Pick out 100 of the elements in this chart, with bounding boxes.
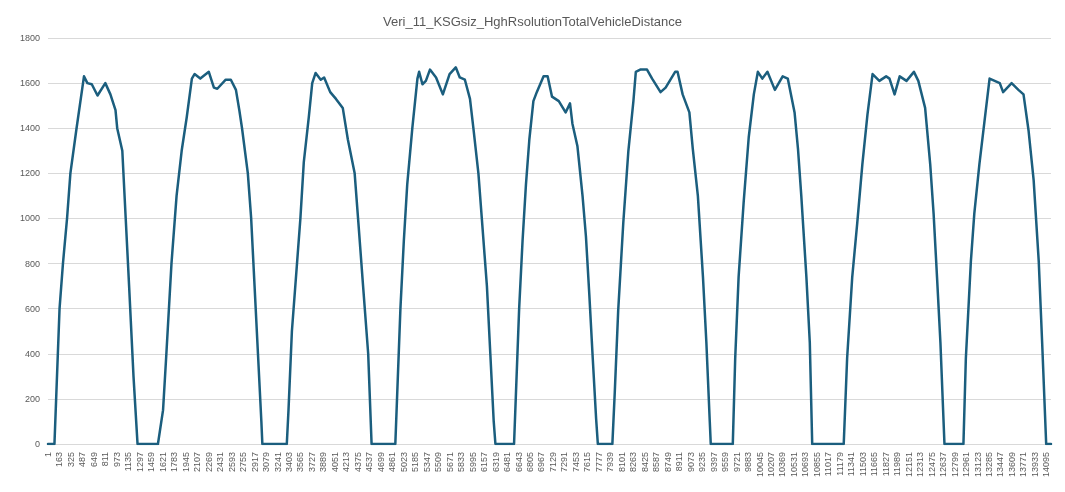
x-tick-label: 1297 (134, 452, 145, 473)
y-tick-label: 1400 (19, 123, 40, 134)
x-tick-label: 10693 (800, 452, 811, 478)
x-tick-label: 9397 (708, 452, 719, 473)
x-tick-label: 11503 (857, 452, 868, 477)
x-tick-label: 4861 (387, 452, 398, 473)
x-tick-label: 7615 (582, 452, 593, 473)
x-tick-label: 11017 (823, 452, 834, 477)
x-tick-label: 9721 (731, 452, 742, 473)
x-tick-label: 8101 (616, 452, 627, 473)
x-tick-label: 11665 (869, 452, 880, 477)
x-tick-label: 13285 (984, 452, 995, 478)
x-tick-label: 13609 (1006, 452, 1017, 478)
x-tick-label: 2593 (226, 452, 237, 473)
y-tick-label: 0 (34, 439, 40, 449)
x-tick-label: 6643 (513, 452, 524, 473)
x-tick-label: 8911 (674, 452, 685, 472)
x-tick-label: 3727 (306, 452, 317, 473)
x-tick-label: 7777 (593, 452, 604, 473)
x-tick-label: 12961 (961, 452, 972, 478)
x-tick-label: 13123 (972, 452, 983, 478)
x-tick-label: 1945 (180, 452, 191, 473)
x-tick-label: 11989 (892, 452, 903, 477)
x-tick-label: 1459 (146, 452, 157, 473)
y-tick-label: 600 (24, 303, 40, 314)
x-tick-label: 2269 (203, 452, 214, 473)
x-tick-label: 5347 (421, 452, 432, 473)
x-tick-label: 12313 (915, 452, 926, 478)
x-tick-label: 5833 (456, 452, 467, 473)
x-tick-label: 7129 (547, 452, 558, 473)
x-tick-label: 10045 (754, 452, 765, 478)
x-tick-label: 1783 (169, 452, 180, 473)
x-tick-label: 2755 (238, 452, 249, 473)
x-tick-label: 4213 (341, 452, 352, 473)
x-tick-label: 8263 (628, 452, 639, 473)
y-tick-label: 1000 (19, 213, 40, 224)
x-tick-label: 4537 (364, 452, 375, 473)
x-tick-label: 6319 (490, 452, 501, 473)
y-tick-label: 1800 (19, 33, 40, 43)
x-tick-label: 4051 (329, 452, 340, 473)
x-tick-label: 8749 (662, 452, 673, 473)
x-tick-label: 13933 (1029, 452, 1040, 478)
x-tick-label: 14095 (1041, 452, 1052, 478)
x-tick-label: 4375 (352, 452, 363, 473)
x-tick-label: 7453 (570, 452, 581, 473)
x-tick-label: 163 (54, 452, 65, 468)
x-tick-label: 3889 (318, 452, 329, 473)
x-tick-label: 5185 (410, 452, 421, 473)
x-tick-label: 6805 (524, 452, 535, 473)
x-tick-label: 1621 (157, 452, 168, 473)
y-tick-label: 400 (24, 348, 40, 359)
x-tick-label: 6967 (536, 452, 547, 473)
x-tick-label: 4699 (375, 452, 386, 473)
x-tick-label: 11179 (834, 452, 845, 476)
x-tick-label: 9883 (743, 452, 754, 473)
x-tick-label: 5023 (398, 452, 409, 473)
x-tick-label: 487 (77, 452, 88, 468)
x-tick-label: 10369 (777, 452, 788, 478)
x-tick-label: 9235 (697, 452, 708, 473)
x-tick-label: 3403 (283, 452, 294, 473)
x-tick-label: 5509 (433, 452, 444, 473)
x-tick-label: 2107 (192, 452, 203, 473)
x-tick-label: 3079 (261, 452, 272, 473)
x-tick-label: 9073 (685, 452, 696, 473)
x-tick-label: 6481 (502, 452, 513, 473)
x-tick-label: 973 (111, 452, 122, 468)
x-tick-label: 11341 (846, 452, 857, 477)
x-tick-label: 9559 (720, 452, 731, 473)
x-tick-label: 5671 (444, 452, 455, 473)
x-tick-label: 7939 (605, 452, 616, 473)
x-tick-label: 13771 (1018, 452, 1029, 478)
x-tick-label: 1 (43, 452, 53, 458)
y-tick-label: 800 (24, 258, 40, 269)
chart-title: Veri_11_KSGsiz_HghRsolutionTotalVehicleDistance (383, 14, 682, 29)
x-tick-label: 811 (100, 452, 111, 467)
x-tick-label: 2917 (249, 452, 260, 473)
x-tick-label: 1135 (123, 452, 134, 472)
x-tick-label: 8587 (651, 452, 662, 473)
x-tick-label: 7291 (559, 452, 570, 473)
x-tick-label: 10531 (788, 452, 799, 478)
x-tick-label: 325 (65, 452, 76, 468)
x-tick-label: 3241 (272, 452, 283, 473)
x-tick-label: 649 (88, 452, 99, 468)
x-tick-label: 2431 (215, 452, 226, 473)
x-tick-label: 5995 (467, 452, 478, 473)
x-tick-label: 6157 (479, 452, 490, 473)
y-tick-label: 1600 (19, 78, 40, 89)
line-series (46, 66, 1053, 446)
x-tick-label: 3565 (295, 452, 306, 473)
x-tick-label: 10855 (811, 452, 822, 478)
y-tick-label: 1200 (19, 168, 40, 179)
x-tick-label: 11827 (880, 452, 891, 477)
y-tick-label: 200 (24, 393, 40, 404)
x-tick-label: 12637 (938, 452, 949, 478)
x-tick-label: 12799 (949, 452, 960, 478)
x-tick-label: 12475 (926, 452, 937, 478)
x-tick-label: 12151 (903, 452, 914, 478)
x-tick-label: 13447 (995, 452, 1006, 478)
x-tick-label: 8425 (639, 452, 650, 473)
x-tick-label: 10207 (765, 452, 776, 478)
